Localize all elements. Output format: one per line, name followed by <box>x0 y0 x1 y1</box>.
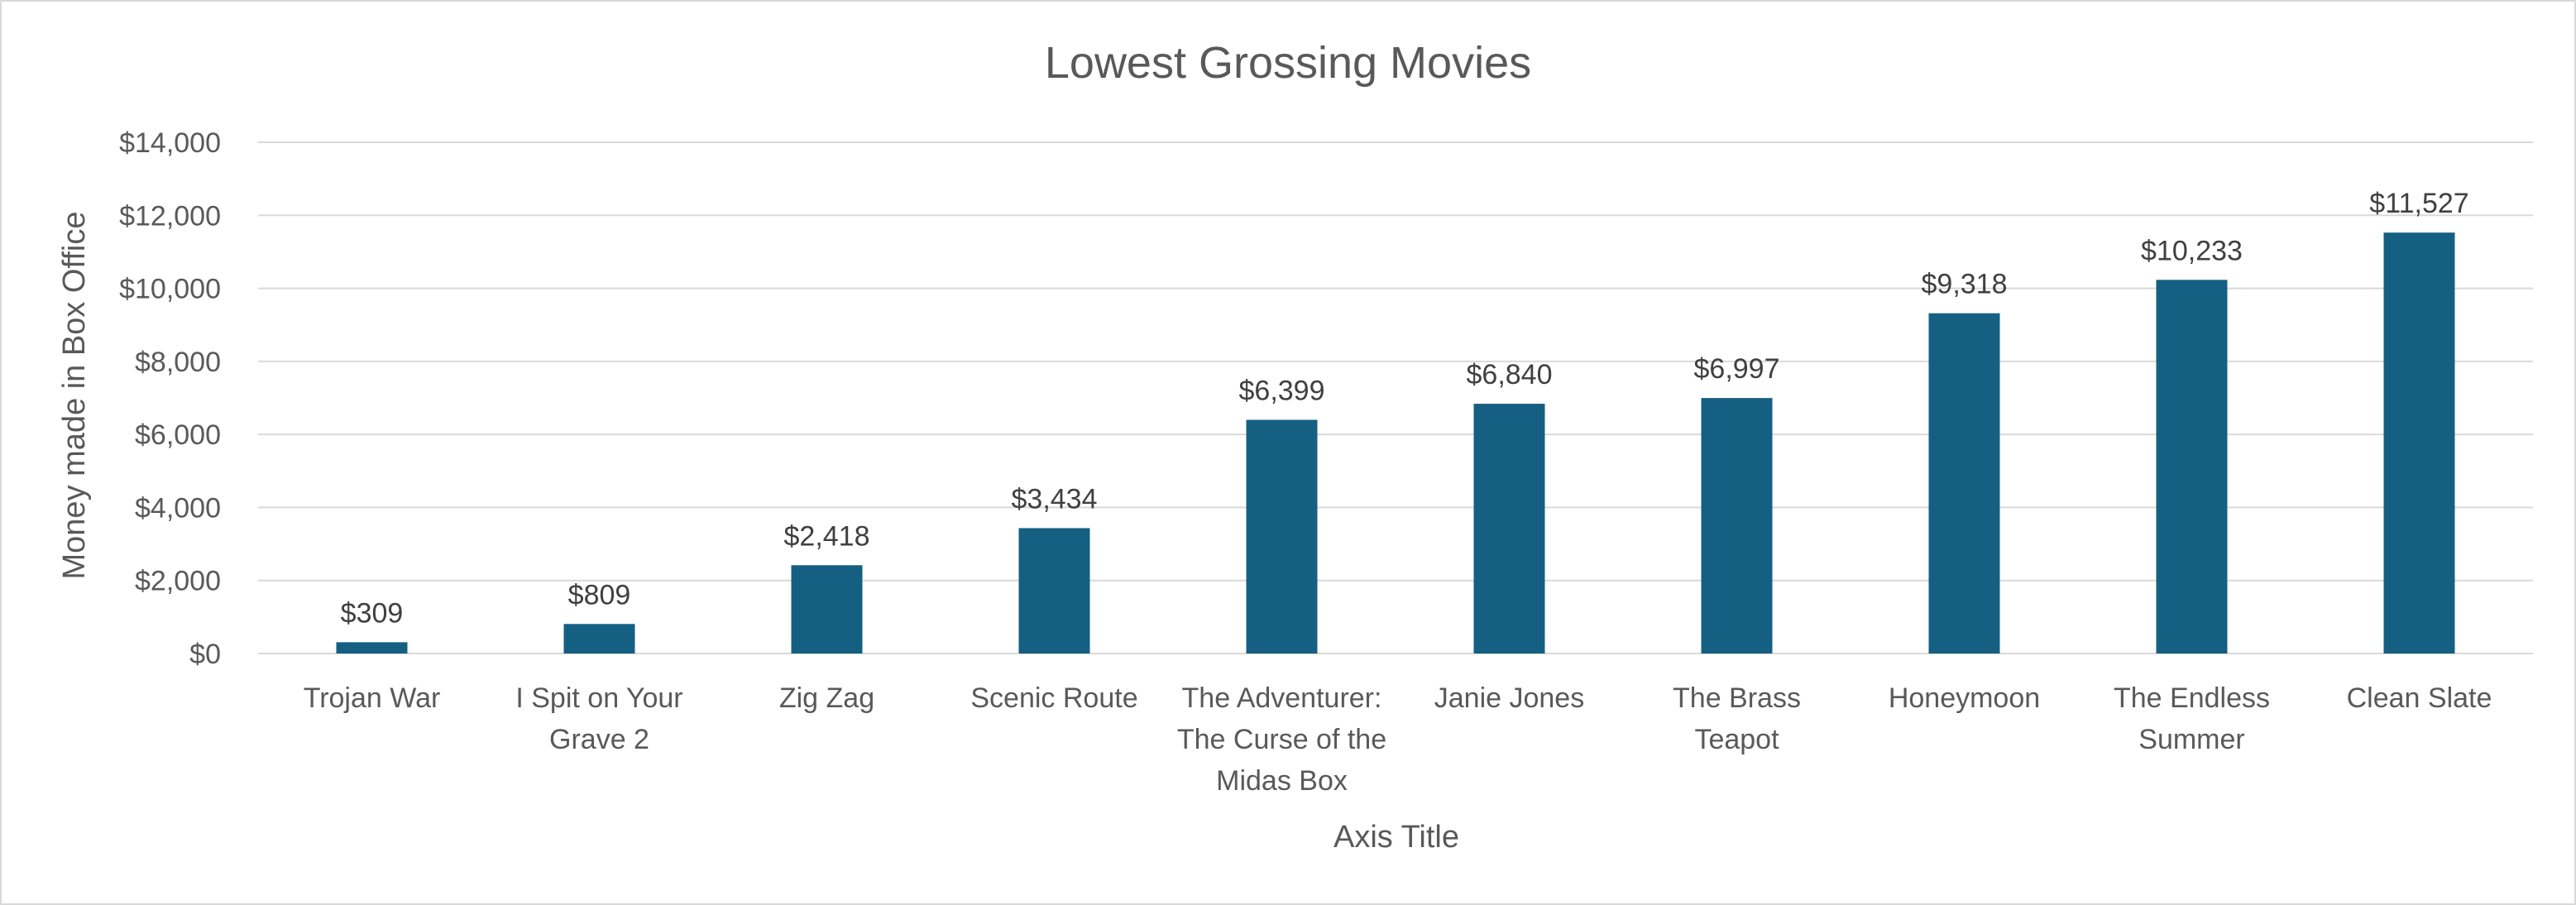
x-category-label: The Brass Teapot <box>1673 682 1801 755</box>
x-category-label: Trojan War <box>304 682 441 714</box>
x-category-label: Zig Zag <box>779 682 874 714</box>
x-axis-categories: Trojan War I Spit on Your Grave 2 Zig Zag Sc… <box>304 682 2492 797</box>
x-category-label: Janie Jones <box>1434 682 1584 714</box>
bar <box>563 624 635 654</box>
y-tick-label: $12,000 <box>119 200 221 232</box>
x-category-label: Clean Slate <box>2347 682 2492 714</box>
gridlines <box>258 141 2533 654</box>
data-label: $6,997 <box>1694 353 1780 385</box>
x-category-label: Scenic Route <box>970 682 1137 714</box>
y-axis-ticks: $0 $2,000 $4,000 $6,000 $8,000 $10,000 $12,000… <box>119 127 221 670</box>
bar <box>1928 313 2000 654</box>
bar <box>1246 419 1318 654</box>
x-axis-title: Axis Title <box>1333 820 1459 855</box>
data-label: $309 <box>341 597 404 629</box>
data-label: $809 <box>568 579 631 611</box>
y-tick-label: $2,000 <box>135 566 221 597</box>
bar <box>791 565 863 654</box>
bar <box>1701 398 1773 654</box>
chart-title: Lowest Grossing Movies <box>1045 38 1531 88</box>
data-label: $9,318 <box>1922 269 2008 300</box>
y-tick-label: $14,000 <box>119 127 221 159</box>
x-category-label: I Spit on Your Grave 2 <box>515 682 682 755</box>
data-label: $6,840 <box>1467 359 1553 390</box>
data-labels: $309 $809 $2,418 $3,434 $6,399 $6,840 $6,997 $9… <box>341 188 2469 629</box>
y-tick-label: $8,000 <box>135 347 221 378</box>
data-label: $10,233 <box>2141 235 2243 266</box>
y-tick-label: $4,000 <box>135 492 221 524</box>
bar <box>1473 404 1545 654</box>
x-category-label: Honeymoon <box>1889 682 2040 714</box>
data-label: $6,399 <box>1239 376 1325 407</box>
y-tick-label: $0 <box>189 639 221 670</box>
y-tick-label: $10,000 <box>119 274 221 305</box>
bar <box>336 642 408 654</box>
bar <box>2383 232 2455 654</box>
x-category-label: The Adventurer: The Curse of the Midas Box <box>1177 682 1386 797</box>
data-label: $11,527 <box>2369 188 2468 219</box>
bar <box>1018 528 1090 654</box>
data-label: $2,418 <box>784 520 870 552</box>
data-label: $3,434 <box>1012 483 1098 515</box>
bar <box>2156 280 2228 654</box>
bars <box>336 232 2455 654</box>
y-tick-label: $6,000 <box>135 419 221 451</box>
x-category-label: The Endless Summer <box>2114 682 2270 755</box>
y-axis-title: Money made in Box Office <box>57 212 92 580</box>
